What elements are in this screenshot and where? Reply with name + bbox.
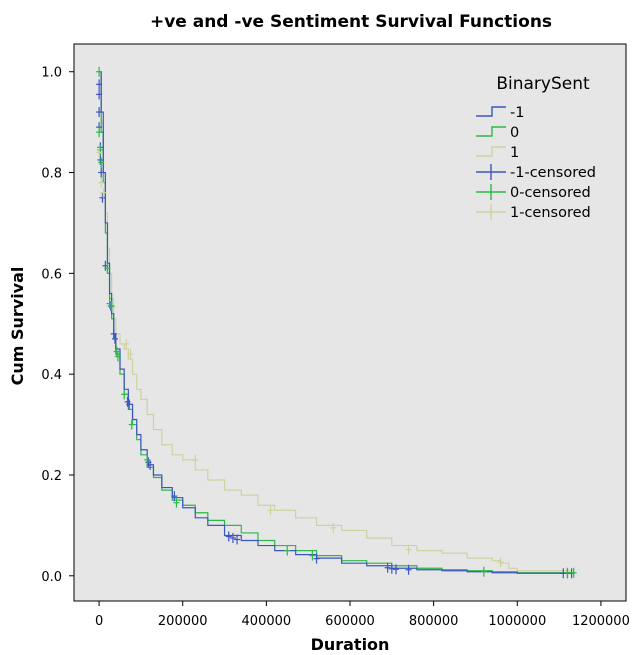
plot-area [73,43,627,602]
legend-label: 1 [510,145,519,161]
x-axis: 0 200000 400000 600000 800000 1000000 1200000 [95,601,630,629]
y-tick-label: 1.0 [41,66,62,81]
y-tick-label: 0.2 [41,469,62,484]
legend-title: BinarySent [496,74,590,94]
legend-label: 0-censored [510,185,591,201]
legend-label: -1-censored [510,165,596,181]
chart-title: +ve and -ve Sentiment Survival Functions [150,12,552,32]
legend-label: 1-censored [510,205,591,221]
legend-swatch-step [476,146,506,157]
y-axis: 0.0 0.2 0.4 0.6 0.8 1.0 [41,66,74,585]
legend-swatch-step [476,106,506,117]
y-tick-label: 0.8 [41,167,62,182]
legend-label: 0 [510,125,519,141]
x-tick-label: 1000000 [488,614,546,629]
x-tick-label: 200000 [158,614,208,629]
y-tick-label: 0.4 [41,368,62,383]
legend: BinarySent -1 0 1 -1-censored 0-censored 1-ce… [476,74,596,221]
x-tick-label: 800000 [409,614,459,629]
legend-swatch-step [476,126,506,137]
x-tick-label: 600000 [325,614,375,629]
censor-layer [96,66,577,579]
legend-label: -1 [510,105,524,121]
y-axis-title: Cum Survival [8,267,27,386]
y-tick-label: 0.0 [41,570,62,585]
x-tick-label: 400000 [242,614,292,629]
y-tick-label: 0.6 [41,267,62,282]
x-tick-label: 1200000 [572,614,630,629]
x-axis-title: Duration [311,635,390,654]
series-line-1 [99,71,572,572]
x-tick-label: 0 [95,614,103,629]
